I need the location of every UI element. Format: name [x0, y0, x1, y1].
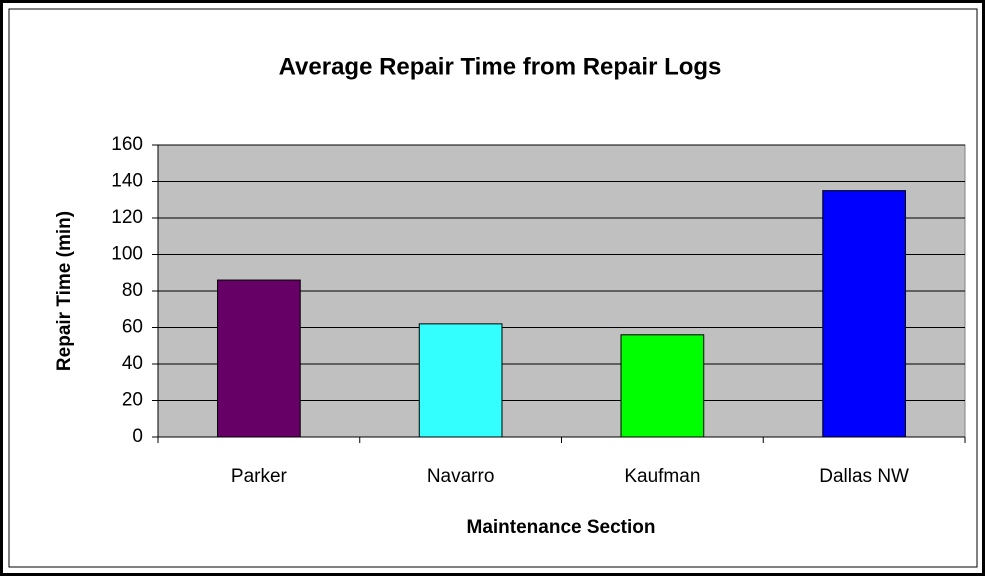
bar — [217, 279, 301, 438]
y-tick-label: 40 — [122, 353, 143, 374]
y-axis-label: Repair Time (min) — [54, 211, 75, 371]
y-tick-label: 120 — [111, 207, 143, 228]
x-tick-label: Kaufman — [624, 466, 700, 487]
y-tick-label: 80 — [122, 280, 143, 301]
x-tick-label: Parker — [231, 466, 288, 487]
chart-title: Average Repair Time from Repair Logs — [279, 53, 722, 80]
y-tick-label: 140 — [111, 171, 143, 192]
inner-border — [8, 8, 978, 568]
y-tick-label: 60 — [122, 317, 143, 338]
y-tick-label: 100 — [111, 244, 143, 265]
y-tick-label: 20 — [122, 390, 143, 411]
y-tick-label: 160 — [111, 134, 143, 155]
bar — [822, 190, 906, 438]
bar — [620, 334, 705, 438]
x-axis-label: Maintenance Section — [467, 517, 656, 538]
x-tick-label: Navarro — [427, 466, 495, 487]
x-tick-label: Dallas NW — [819, 466, 909, 487]
bar — [418, 323, 503, 438]
y-tick-label: 0 — [132, 426, 143, 447]
